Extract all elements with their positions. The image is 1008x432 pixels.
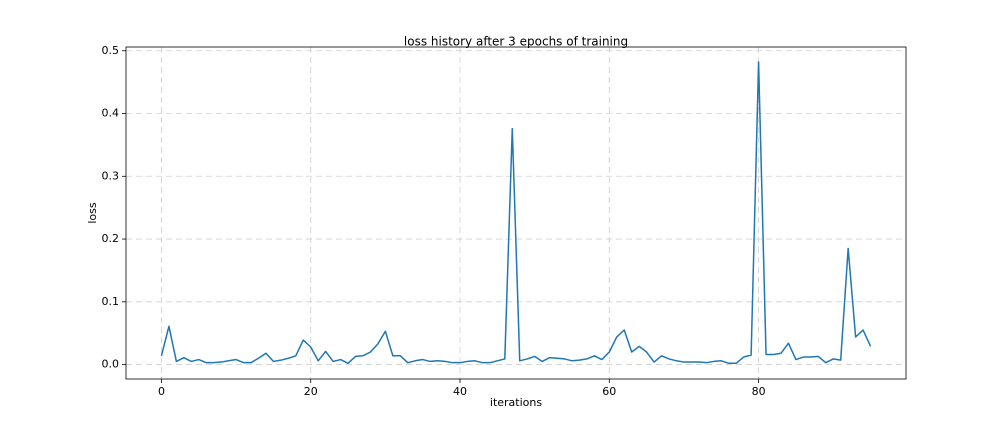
x-tick-label: 0 <box>158 385 165 398</box>
x-axis-label: iterations <box>490 396 542 409</box>
chart-title: loss history after 3 epochs of training <box>404 35 628 49</box>
y-tick-label: 0.3 <box>102 169 120 182</box>
x-tick-label: 20 <box>304 385 318 398</box>
x-tick-label: 40 <box>453 385 467 398</box>
y-tick-label: 0.0 <box>102 358 120 371</box>
y-tick-label: 0.5 <box>102 44 120 57</box>
y-tick-label: 0.1 <box>102 295 120 308</box>
x-tick-label: 60 <box>602 385 616 398</box>
line-series <box>160 61 872 365</box>
plot-frame <box>125 46 907 380</box>
y-tick-label: 0.4 <box>102 107 120 120</box>
y-tick-label: 0.2 <box>102 232 120 245</box>
y-axis-label: loss <box>86 202 99 224</box>
x-tick-label: 80 <box>752 385 766 398</box>
